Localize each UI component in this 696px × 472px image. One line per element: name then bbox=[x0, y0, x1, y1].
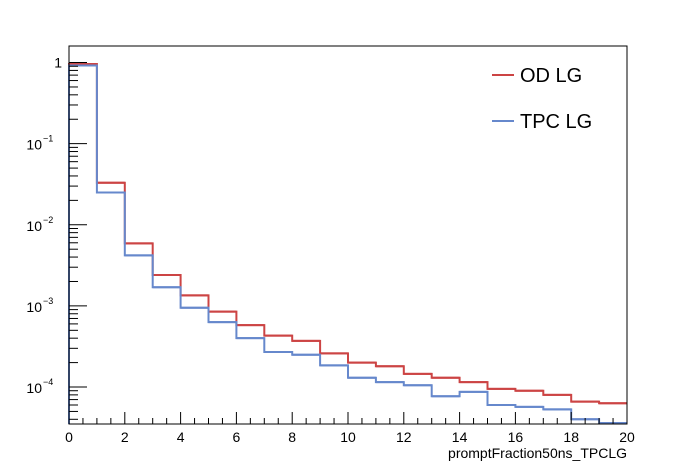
x-tick-label: 6 bbox=[233, 429, 241, 445]
y-tick-label: 10 bbox=[26, 218, 42, 234]
legend: OD LG TPC LG bbox=[492, 65, 592, 133]
y-tick-exponent: −4 bbox=[43, 377, 53, 387]
x-axis: 0 2 4 6 8 10 12 14 16 18 20 bbox=[65, 412, 635, 445]
x-tick-label: 10 bbox=[340, 429, 356, 445]
x-tick-label: 8 bbox=[288, 429, 296, 445]
series-layer bbox=[68, 62, 627, 425]
y-tick-label: 10 bbox=[26, 380, 42, 396]
y-tick-label: 1 bbox=[54, 55, 62, 71]
x-tick-label: 20 bbox=[619, 429, 635, 445]
x-tick-label: 0 bbox=[65, 429, 73, 445]
x-tick-label: 14 bbox=[452, 429, 468, 445]
y-tick-label: 10 bbox=[26, 137, 42, 153]
x-tick-label: 2 bbox=[121, 429, 129, 445]
legend-label: TPC LG bbox=[520, 111, 592, 133]
y-tick-exponent: −1 bbox=[43, 134, 53, 144]
x-tick-label: 12 bbox=[396, 429, 412, 445]
y-tick-label: 10 bbox=[26, 299, 42, 315]
legend-label: OD LG bbox=[520, 65, 582, 87]
y-tick-exponent: −3 bbox=[43, 296, 53, 306]
x-tick-label: 4 bbox=[177, 429, 185, 445]
x-axis-label: promptFraction50ns_TPCLG bbox=[448, 445, 627, 461]
x-tick-label: 18 bbox=[563, 429, 579, 445]
y-axis: 110−110−210−310−4 bbox=[26, 55, 87, 420]
y-tick-exponent: −2 bbox=[43, 215, 53, 225]
x-tick-label: 16 bbox=[508, 429, 524, 445]
